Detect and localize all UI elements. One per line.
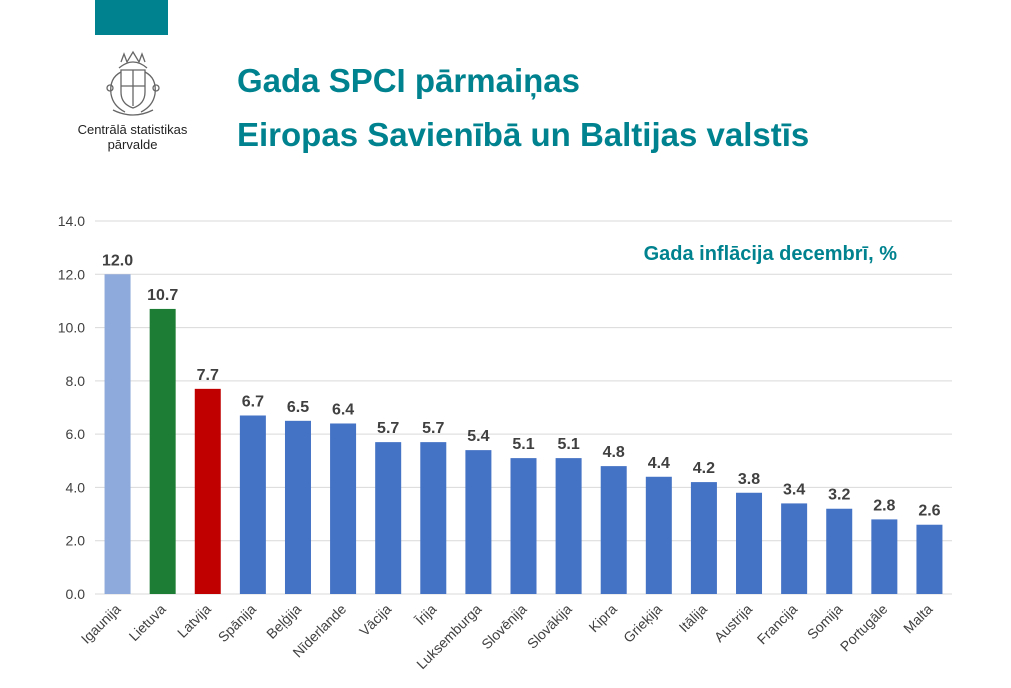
top-accent-bar xyxy=(95,0,168,35)
x-tick-label: Slovākija xyxy=(524,601,575,652)
bar-1 xyxy=(149,308,176,594)
x-tick-label: Somija xyxy=(804,601,846,643)
x-tick-label: Grieķija xyxy=(620,601,665,646)
y-tick-label: 6.0 xyxy=(66,426,86,442)
x-tick-label: Austrija xyxy=(711,601,755,645)
y-tick-label: 10.0 xyxy=(58,320,85,336)
bar-4 xyxy=(284,420,311,594)
bar-12 xyxy=(645,476,672,594)
bar-16 xyxy=(826,508,853,594)
bar-2 xyxy=(194,388,221,594)
data-label: 5.1 xyxy=(512,436,534,453)
bar-18 xyxy=(916,524,943,594)
data-label: 3.4 xyxy=(783,481,805,498)
x-tick-label: Francija xyxy=(754,601,801,648)
data-label: 5.7 xyxy=(422,420,444,437)
bar-10 xyxy=(555,458,582,594)
data-label: 6.4 xyxy=(332,401,354,418)
y-tick-label: 2.0 xyxy=(66,533,86,549)
chart-title: Gada inflācija decembrī, % xyxy=(644,243,898,265)
org-name-line1: Centrālā statistikas xyxy=(77,122,188,137)
x-tick-label: Igaunija xyxy=(78,601,124,647)
bar-8 xyxy=(465,450,492,594)
org-logo: Centrālā statistikas pārvalde xyxy=(70,48,195,168)
bar-13 xyxy=(690,482,717,594)
x-tick-label: Vācija xyxy=(356,601,394,639)
bar-17 xyxy=(871,519,898,594)
x-tick-label: Spānija xyxy=(215,601,259,645)
x-tick-label: Lietuva xyxy=(126,601,169,644)
x-tick-label: Latvija xyxy=(174,601,214,641)
x-tick-label: Īrija xyxy=(412,601,439,628)
x-tick-label: Slovēnija xyxy=(478,601,530,653)
data-label: 7.7 xyxy=(197,367,219,384)
y-tick-label: 0.0 xyxy=(66,586,86,602)
y-tick-label: 4.0 xyxy=(66,479,86,495)
bar-6 xyxy=(375,442,402,594)
x-tick-label: Malta xyxy=(900,601,936,637)
org-name-line2: pārvalde xyxy=(107,137,158,152)
bar-15 xyxy=(781,503,808,594)
data-label: 5.4 xyxy=(467,428,489,445)
data-label: 2.8 xyxy=(873,497,895,514)
y-tick-label: 14.0 xyxy=(58,213,85,229)
x-tick-label: Portugāle xyxy=(837,601,891,655)
data-label: 10.7 xyxy=(147,287,178,304)
y-tick-label: 8.0 xyxy=(66,373,86,389)
bar-14 xyxy=(736,492,763,594)
data-label: 5.1 xyxy=(557,436,579,453)
x-tick-label: Itālija xyxy=(676,601,711,636)
data-label: 3.8 xyxy=(738,471,760,488)
bar-11 xyxy=(600,466,627,594)
x-tick-label: Kipra xyxy=(585,601,620,636)
data-label: 6.5 xyxy=(287,399,309,416)
data-label: 6.7 xyxy=(242,393,264,410)
bar-3 xyxy=(239,415,266,594)
data-label: 4.8 xyxy=(603,444,625,461)
coat-of-arms-icon xyxy=(105,50,160,116)
page-title-line1: Gada SPCI pārmaiņas xyxy=(237,62,580,99)
data-label: 4.4 xyxy=(648,455,670,472)
bar-5 xyxy=(330,423,357,594)
data-label: 2.6 xyxy=(918,503,940,520)
y-tick-label: 12.0 xyxy=(58,266,85,282)
page-title-line2: Eiropas Savienībā un Baltijas valstīs xyxy=(237,116,810,153)
data-label: 12.0 xyxy=(102,252,133,269)
x-tick-label: Beļģija xyxy=(263,601,304,642)
data-label: 3.2 xyxy=(828,487,850,504)
data-label: 4.2 xyxy=(693,460,715,477)
bar-0 xyxy=(104,274,131,594)
bar-7 xyxy=(420,442,447,594)
bar-9 xyxy=(510,458,537,594)
data-label: 5.7 xyxy=(377,420,399,437)
